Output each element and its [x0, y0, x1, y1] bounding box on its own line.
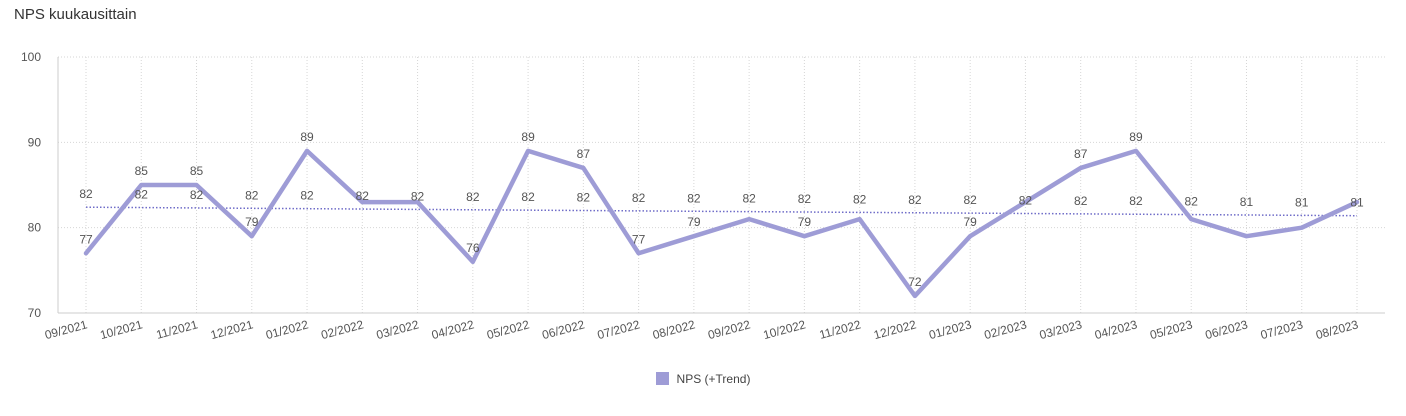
data-point [636, 251, 641, 256]
x-tick-label: 08/2022 [651, 317, 697, 342]
x-tick-label: 09/2022 [706, 317, 752, 342]
trend-label: 81 [1295, 195, 1309, 209]
data-label: 77 [79, 232, 93, 246]
x-tick-label: 10/2021 [99, 317, 145, 342]
data-point [1189, 217, 1194, 222]
x-tick-label: 06/2022 [541, 317, 587, 342]
trend-label: 82 [466, 190, 480, 204]
data-label: 72 [908, 275, 922, 289]
trend-label: 82 [687, 191, 701, 205]
data-point [691, 234, 696, 239]
data-point [912, 293, 917, 298]
x-tick-label: 02/2022 [320, 317, 366, 342]
x-tick-label: 06/2023 [1204, 317, 1250, 342]
x-tick-label: 10/2022 [762, 317, 808, 342]
x-tick-label: 04/2023 [1093, 317, 1139, 342]
x-tick-label: 11/2021 [155, 317, 200, 342]
x-tick-label: 03/2022 [375, 317, 421, 342]
data-label: 89 [300, 130, 314, 144]
trend-label: 82 [908, 193, 922, 207]
trend-label: 82 [135, 188, 149, 202]
data-point [84, 251, 89, 256]
trend-label: 82 [300, 189, 314, 203]
trend-label: 82 [1129, 194, 1143, 208]
y-tick-label: 80 [28, 221, 42, 235]
y-tick-label: 90 [28, 135, 42, 149]
trend-label: 82 [411, 189, 425, 203]
trend-label: 82 [1185, 195, 1199, 209]
trend-label: 82 [356, 189, 370, 203]
x-tick-label: 01/2023 [927, 317, 973, 342]
data-label: 77 [632, 232, 646, 246]
trend-label: 82 [577, 191, 591, 205]
trend-label: 82 [1019, 193, 1033, 207]
trend-label: 82 [245, 188, 259, 202]
x-tick-label: 12/2022 [872, 317, 918, 342]
data-point [581, 165, 586, 170]
data-point [747, 217, 752, 222]
x-tick-label: 08/2023 [1314, 317, 1360, 342]
data-label: 79 [687, 215, 701, 229]
data-point [526, 148, 531, 153]
x-tick-label: 07/2022 [596, 317, 642, 342]
x-tick-label: 04/2022 [430, 317, 476, 342]
data-point [968, 234, 973, 239]
data-point [305, 148, 310, 153]
data-label: 76 [466, 241, 480, 255]
data-point [802, 234, 807, 239]
chart-title: NPS kuukausittain [14, 6, 137, 23]
data-label: 89 [1129, 130, 1143, 144]
data-point [470, 259, 475, 264]
data-point [1078, 165, 1083, 170]
data-label: 87 [577, 147, 591, 161]
data-point [857, 217, 862, 222]
data-point [1299, 225, 1304, 230]
trend-label: 81 [1240, 195, 1254, 209]
x-tick-label: 12/2021 [209, 317, 255, 342]
trend-label: 82 [853, 192, 867, 206]
legend[interactable]: NPS (+Trend) [0, 372, 1406, 386]
data-label: 89 [521, 130, 535, 144]
series-line [83, 148, 1360, 299]
trend-label: 82 [1074, 194, 1088, 208]
trend-label: 82 [963, 193, 977, 207]
y-tick-label: 100 [21, 50, 41, 64]
x-tick-label: 07/2023 [1259, 317, 1305, 342]
x-tick-label: 03/2023 [1038, 317, 1084, 342]
data-label: 87 [1074, 147, 1088, 161]
data-point [1133, 148, 1138, 153]
x-tick-label: 02/2023 [983, 317, 1029, 342]
x-tick-label: 05/2022 [485, 317, 531, 342]
x-tick-label: 09/2021 [43, 317, 89, 342]
data-point [194, 183, 199, 188]
trend-label: 82 [632, 191, 646, 205]
data-label: 79 [245, 215, 259, 229]
x-tick-label: 01/2022 [264, 317, 310, 342]
trend-label: 82 [190, 188, 204, 202]
trend-label: 82 [798, 192, 812, 206]
trend-label: 82 [521, 190, 535, 204]
data-label: 79 [798, 215, 812, 229]
x-tick-label: 11/2022 [818, 317, 863, 342]
data-point [249, 234, 254, 239]
data-point [1244, 234, 1249, 239]
data-label: 85 [135, 164, 149, 178]
legend-swatch [655, 372, 669, 385]
trend-line [85, 206, 1358, 217]
legend-label: NPS (+Trend) [676, 372, 751, 386]
trend-label: 82 [79, 187, 93, 201]
trend-label: 81 [1350, 196, 1364, 210]
data-label: 79 [963, 215, 977, 229]
y-tick-label: 70 [28, 306, 42, 320]
trend-label: 82 [742, 192, 756, 206]
data-label: 85 [190, 164, 204, 178]
x-tick-label: 05/2023 [1148, 317, 1194, 342]
